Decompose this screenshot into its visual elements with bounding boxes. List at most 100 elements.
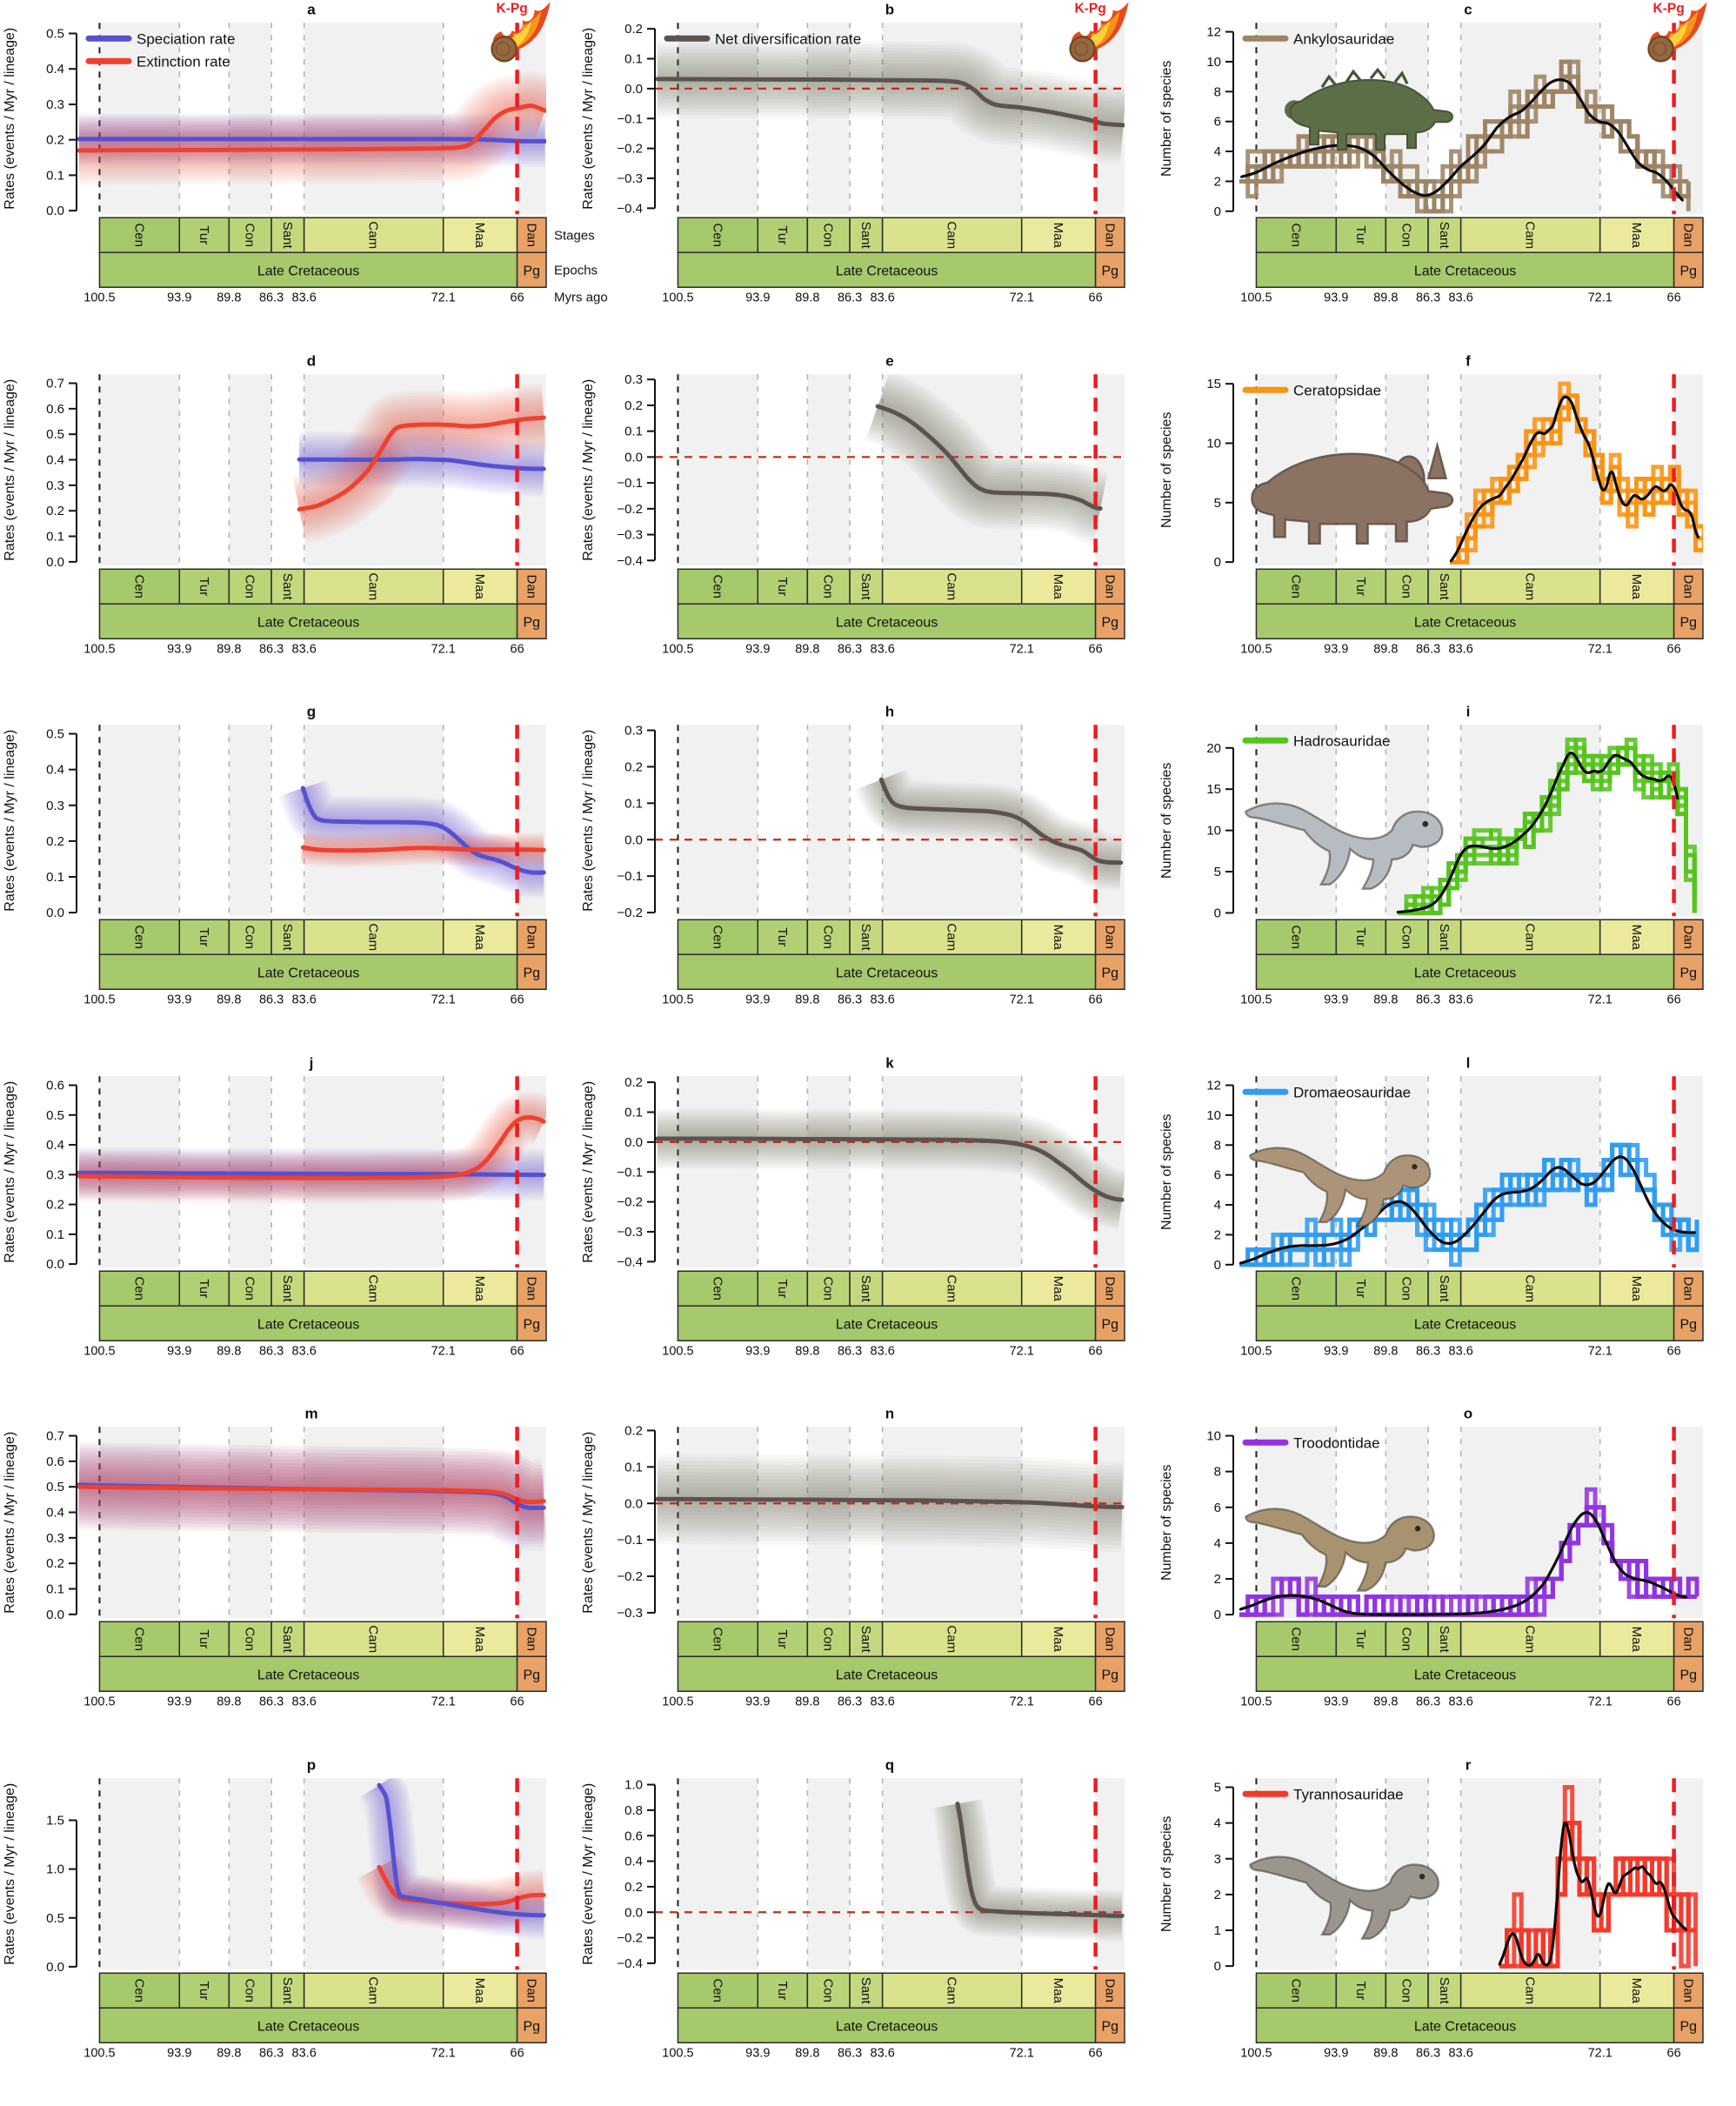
time-tick-label: 93.9 — [167, 642, 191, 656]
time-tick-label: 86.3 — [259, 642, 284, 656]
stage-cell-Tur — [1335, 217, 1387, 253]
epoch-label: Late Cretaceous — [836, 615, 938, 630]
legend: Dromaeosauridae — [1242, 1084, 1411, 1100]
y-tick-label: 4 — [1214, 1815, 1221, 1830]
stage-label: Tur — [775, 1981, 790, 2000]
legend-label: Ceratopsidae — [1293, 382, 1381, 398]
stage-label: Dan — [524, 925, 538, 949]
legend-label: Net diversification rate — [715, 30, 861, 47]
stage-stripe — [304, 1427, 444, 1619]
stage-label: Sant — [280, 1274, 295, 1302]
time-tick-label: 93.9 — [745, 1695, 770, 1708]
stages-bar: Cen Tur Con Sant Cam Maa Dan — [1255, 1972, 1704, 2009]
time-tick-label: 83.6 — [871, 1344, 895, 1358]
stage-stripe — [304, 373, 444, 565]
netdiv-line — [655, 77, 1125, 128]
stage-cell-Sant — [849, 1972, 884, 2009]
stage-label: Maa — [472, 1977, 487, 2003]
time-tick-label: 83.6 — [292, 642, 317, 656]
y-tick-label: −0.1 — [617, 476, 643, 491]
stage-label: Con — [1399, 1978, 1414, 2002]
y-tick-label: 0.1 — [624, 424, 643, 438]
stage-cell-Cam — [303, 1972, 444, 2009]
panel-e: −0.4 −0.3 −0.2 −0.1 0.0 0.1 0.2 0.3 Rates (event… — [581, 352, 1125, 656]
stage-cell-Dan — [1094, 919, 1125, 955]
epochs-bar: Late Cretaceous Pg — [1255, 953, 1704, 990]
time-tick-label: 93.9 — [167, 2046, 191, 2060]
stage-label: Con — [821, 223, 836, 247]
time-tick-label: 89.8 — [795, 291, 819, 304]
epochs-bar: Late Cretaceous Pg — [98, 2007, 547, 2043]
stage-label: Sant — [1437, 222, 1452, 250]
stage-label: Dan — [524, 574, 538, 598]
y-tick-label: 6 — [1214, 1501, 1221, 1515]
species-step-line — [1239, 1487, 1697, 1617]
epochs-bar: Late Cretaceous Pg — [677, 953, 1125, 990]
stage-cell-Tur — [757, 1621, 809, 1657]
stage-cell-Con — [228, 217, 272, 253]
panel-k: −0.4 −0.3 −0.2 −0.1 0.0 0.1 0.2 Rates (events /… — [581, 1054, 1125, 1358]
y-tick-label: 15 — [1206, 782, 1221, 797]
time-tick-label: 100.5 — [662, 2046, 693, 2060]
y-tick-label: 0.3 — [46, 799, 64, 813]
y-axis-title: Rates (events / Myr / lineage) — [581, 1432, 596, 1614]
stage-label: Dan — [524, 223, 538, 247]
stage-cell-Sant — [1427, 217, 1462, 253]
stage-stripe — [678, 1777, 758, 1969]
stage-label: Tur — [1353, 1279, 1368, 1298]
time-tick-label: 89.8 — [217, 642, 241, 656]
epochs-bar: Late Cretaceous Pg — [98, 603, 547, 639]
stage-label: Sant — [858, 1274, 873, 1302]
epoch-cell-Pg — [1673, 1655, 1704, 1692]
stage-stripe — [517, 725, 546, 917]
y-axis-title: Rates (events / Myr / lineage) — [581, 1782, 596, 1964]
stages-bar: Cen Tur Con Sant Cam Maa Dan — [1255, 919, 1704, 955]
stage-cell-Sant — [270, 1972, 305, 2009]
panel-c: 0 2 4 6 8 10 12 Number of species c Ankylosaurida… — [1159, 1, 1707, 304]
stages-bar: Cen Tur Con Sant Cam Maa Dan — [677, 919, 1125, 955]
stages-bar: Cen Tur Con Sant Cam Maa Dan — [1255, 568, 1704, 605]
y-tick-label: −0.2 — [617, 1569, 643, 1584]
stage-label: Cen — [131, 574, 146, 598]
time-tick-label: 83.6 — [292, 1344, 317, 1358]
stage-cell-Sant — [1427, 568, 1462, 605]
stage-label: Tur — [1353, 225, 1368, 244]
y-tick-label: −0.2 — [617, 906, 643, 920]
y-axis-title: Number of species — [1159, 61, 1174, 177]
panel-o: 0 2 4 6 8 10 Number of species o Troodontidae Cen… — [1159, 1405, 1704, 1708]
epochs-bar: Late Cretaceous Pg — [98, 1655, 547, 1692]
stage-label: Maa — [472, 925, 487, 951]
time-tick-label: 83.6 — [871, 2046, 895, 2060]
stage-label: Maa — [472, 223, 487, 249]
dinosaur-illustration-troodontidae — [1245, 1508, 1435, 1592]
stage-stripe — [807, 725, 851, 917]
stage-cell-Maa — [1599, 919, 1675, 955]
stage-label: Con — [243, 925, 257, 949]
stage-label: Tur — [1353, 577, 1368, 596]
y-tick-label: 0.1 — [46, 870, 64, 885]
stage-cell-Sant — [270, 568, 305, 605]
epoch-label: Late Cretaceous — [1414, 1668, 1516, 1682]
time-tick-label: 100.5 — [1240, 642, 1272, 656]
time-tick-label: 100.5 — [1240, 2046, 1272, 2060]
time-tick-label: 86.3 — [838, 642, 862, 656]
stage-label: Maa — [472, 1627, 487, 1653]
stage-stripe — [99, 23, 180, 215]
stage-stripe — [517, 1427, 546, 1619]
stage-cell-Con — [228, 919, 272, 955]
stage-label: Sant — [1437, 1976, 1452, 2004]
epoch-label: Pg — [1102, 264, 1119, 278]
time-tick-label: 86.3 — [838, 291, 862, 304]
stage-stripe — [807, 373, 851, 565]
y-tick-label: 12 — [1206, 1078, 1221, 1093]
stage-label: Cen — [1288, 1978, 1303, 2002]
stage-label: Cam — [945, 572, 959, 600]
y-tick-label: 0.0 — [624, 1496, 643, 1511]
epoch-cell-Pg — [1673, 2007, 1704, 2043]
y-tick-label: 0.6 — [46, 401, 64, 416]
time-tick-label: 100.5 — [83, 291, 115, 304]
stage-cell-Cen — [98, 568, 181, 605]
data-layer — [283, 383, 546, 543]
panel-letter: r — [1466, 1756, 1472, 1773]
stage-stripe — [99, 1427, 180, 1619]
